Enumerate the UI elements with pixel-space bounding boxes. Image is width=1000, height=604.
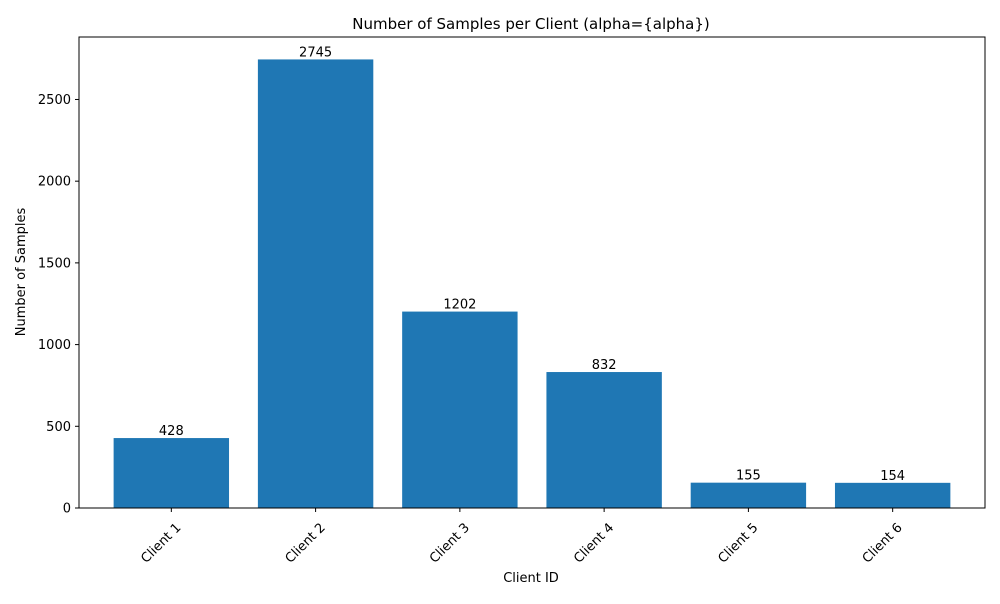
bar-value-label: 154 [880,469,905,484]
x-tick-label: Client 4 [571,520,617,566]
y-axis-label: Number of Samples [14,208,29,337]
y-tick-label: 2000 [38,175,71,190]
x-axis-label: Client ID [503,571,559,586]
chart-title: Number of Samples per Client (alpha={alp… [352,15,709,33]
bar-value-label: 428 [159,424,184,439]
y-tick-label: 500 [46,420,71,435]
bar-value-label: 1202 [443,298,476,313]
bar [834,482,951,508]
x-tick-label: Client 1 [138,520,184,566]
y-tick-label: 0 [63,502,71,517]
bar-value-label: 832 [592,358,617,373]
x-tick-label: Client 5 [715,520,761,566]
plot-frame [78,36,986,509]
bar-value-label: 155 [736,469,761,484]
x-tick-label: Client 6 [860,520,906,566]
bar-value-label: 2745 [299,45,332,60]
x-tick-label: Client 2 [283,520,329,566]
plot-area: 428 2745 1202 832 155 154 0 500 1000 1500 2000 2500… [38,36,986,566]
y-tick-label: 1000 [38,338,71,353]
bar [113,438,230,508]
y-tick-label: 1500 [38,256,71,271]
bar [546,372,662,508]
bar [690,482,807,508]
bar [257,59,374,509]
x-tick-label: Client 3 [427,520,473,566]
bar [402,311,518,508]
y-tick-label: 2500 [38,93,71,108]
